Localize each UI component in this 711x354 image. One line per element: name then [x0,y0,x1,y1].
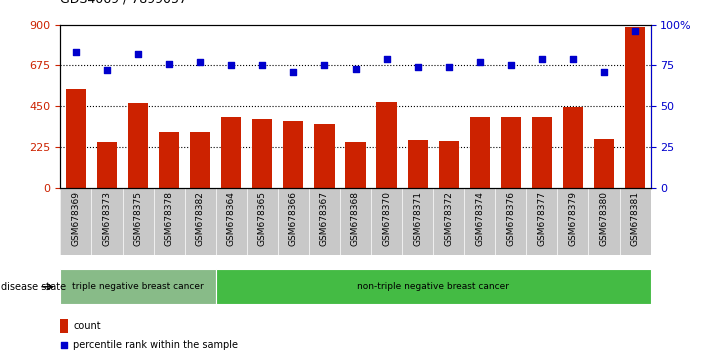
Bar [439,141,459,188]
Point [319,63,330,68]
Bar [190,132,210,188]
Text: GSM678371: GSM678371 [413,191,422,246]
Text: GSM678382: GSM678382 [196,191,205,246]
Text: GSM678373: GSM678373 [102,191,112,246]
Point [629,28,641,34]
Point [474,59,486,65]
Bar [66,89,86,188]
Bar [215,269,651,304]
Bar [252,119,272,188]
Point [536,56,547,62]
Bar [563,107,583,188]
Point [102,68,113,73]
Point [505,63,516,68]
Point [164,61,175,67]
Text: GSM678377: GSM678377 [538,191,546,246]
Bar [625,27,645,188]
Text: GSM678369: GSM678369 [72,191,80,246]
Point [598,69,609,75]
Bar [97,142,117,188]
Text: GSM678364: GSM678364 [227,191,236,246]
Text: GSM678378: GSM678378 [165,191,173,246]
Bar [407,140,428,188]
Text: GSM678367: GSM678367 [320,191,329,246]
Point [59,343,70,348]
Text: GSM678374: GSM678374 [475,191,484,246]
Text: GSM678370: GSM678370 [382,191,391,246]
Bar [159,132,179,188]
Bar [594,139,614,188]
Point [195,59,206,65]
Point [225,63,237,68]
Text: percentile rank within the sample: percentile rank within the sample [73,341,238,350]
Point [70,50,82,55]
Bar [314,124,335,188]
Point [288,69,299,75]
Text: count: count [73,321,101,331]
Bar [60,319,68,333]
Text: GSM678376: GSM678376 [506,191,515,246]
Bar [221,117,241,188]
Text: GSM678366: GSM678366 [289,191,298,246]
Bar [532,117,552,188]
Bar [376,102,397,188]
Point [567,56,579,62]
Point [412,64,423,70]
Point [257,63,268,68]
Text: GSM678380: GSM678380 [599,191,609,246]
Text: GSM678372: GSM678372 [444,191,453,246]
Bar [346,142,365,188]
Text: GDS4069 / 7899057: GDS4069 / 7899057 [60,0,188,5]
Bar [470,117,490,188]
Text: disease state: disease state [1,282,66,292]
Bar [128,103,148,188]
Text: non-triple negative breast cancer: non-triple negative breast cancer [357,282,509,291]
Point [132,51,144,57]
Bar [60,269,215,304]
Text: GSM678375: GSM678375 [134,191,143,246]
Point [381,56,392,62]
Text: GSM678381: GSM678381 [631,191,639,246]
Text: GSM678365: GSM678365 [258,191,267,246]
Text: GSM678379: GSM678379 [568,191,577,246]
Point [350,66,361,72]
Bar [283,121,304,188]
Text: GSM678368: GSM678368 [351,191,360,246]
Point [443,64,454,70]
Text: triple negative breast cancer: triple negative breast cancer [73,282,204,291]
Bar [501,117,521,188]
